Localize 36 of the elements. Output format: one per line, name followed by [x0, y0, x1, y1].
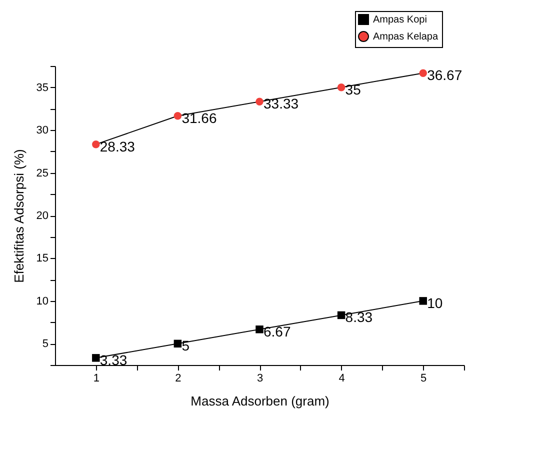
x-axis-title: Massa Adsorben (gram): [190, 394, 330, 408]
point: [92, 140, 100, 148]
y-tick-label: 10: [36, 295, 48, 308]
point: [174, 340, 182, 348]
point: [92, 354, 100, 362]
point: [419, 297, 427, 305]
data-label: 6.67: [264, 323, 291, 340]
data-label: 36.67: [427, 67, 462, 84]
data-label: 35: [345, 81, 362, 98]
x-tick-label: 5: [420, 372, 427, 384]
point: [337, 311, 346, 320]
legend-label: Ampas Kelapa: [373, 32, 438, 42]
data-label: 3.33: [100, 352, 128, 368]
x-tick-label: 2: [175, 372, 182, 384]
y-tick-label: 5: [42, 338, 48, 350]
x-tick-label: 4: [338, 372, 345, 384]
x-tick-label: 1: [93, 372, 100, 384]
y-tick-label: 30: [36, 124, 48, 137]
y-tick-label: 35: [36, 82, 48, 94]
point: [419, 69, 427, 77]
data-label: 31.66: [182, 110, 217, 126]
y-axis-title: Efektifitas Adsorpsi (%): [11, 149, 26, 283]
y-tick-label: 15: [36, 252, 48, 265]
data-label: 10: [427, 294, 443, 311]
data-label: 5: [182, 338, 190, 354]
data-label: 28.33: [100, 138, 136, 154]
point: [337, 83, 346, 92]
data-label: 33.33: [264, 96, 299, 112]
y-tick-label: 20: [36, 210, 48, 222]
legend-label: Ampas Kopi: [373, 14, 427, 26]
x-tick-label: 3: [256, 372, 264, 384]
point: [174, 112, 182, 120]
y-tick-label: 25: [36, 167, 48, 180]
point: [256, 326, 264, 334]
point: [256, 98, 264, 106]
data-label: 8.33: [345, 309, 373, 326]
